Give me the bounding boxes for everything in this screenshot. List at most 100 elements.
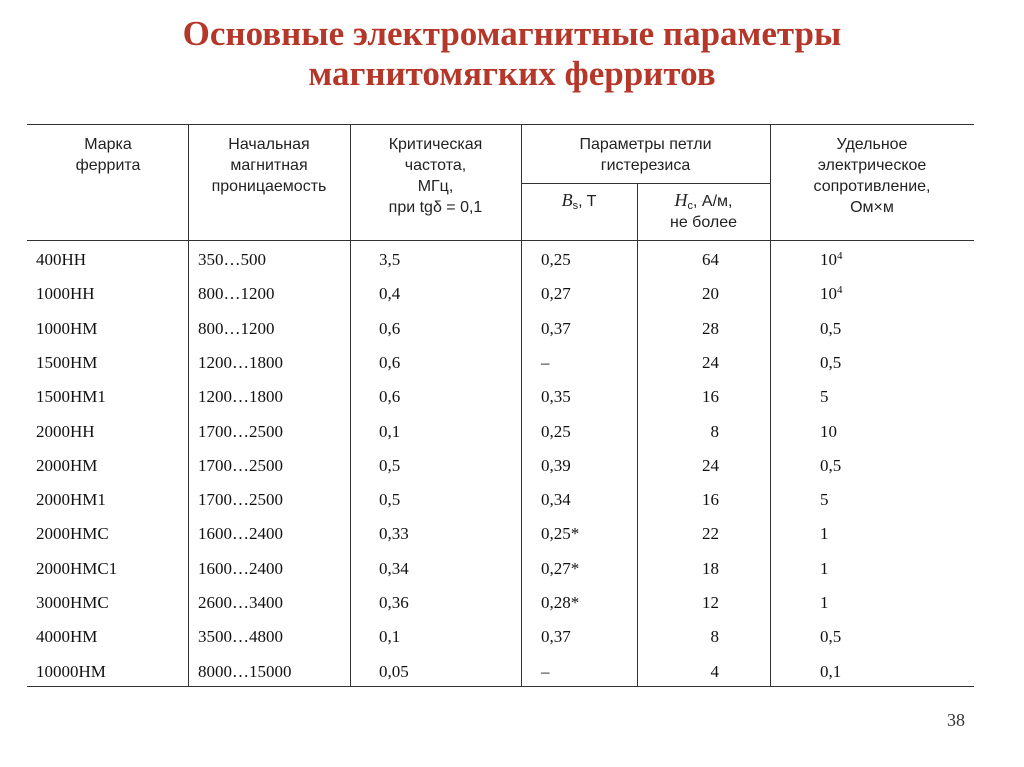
cell-freq: 0,6 xyxy=(379,352,401,372)
cell-grade: 3000НМС xyxy=(36,593,109,612)
cell-resistivity: 0,5 xyxy=(820,346,940,380)
cell-resistivity: 104 xyxy=(820,277,940,311)
header-hysteresis-line: гистерезиса xyxy=(600,157,691,174)
cell-freq: 0,36 xyxy=(379,593,409,612)
bs-symbol: B xyxy=(561,190,573,210)
cell-mu: 1700…2500 xyxy=(198,490,283,510)
table-top-border xyxy=(27,124,974,125)
resistivity-base: 10 xyxy=(820,284,837,304)
header-frequency-line: МГц, xyxy=(417,178,454,195)
cell-grade: 1000НН xyxy=(36,284,95,304)
cell-resistivity: 5 xyxy=(820,483,940,517)
hysteresis-subheader-line xyxy=(521,183,770,184)
header-hc: Hc, А/м, не более xyxy=(639,190,768,233)
cell-mu: 3500…4800 xyxy=(198,627,283,647)
cell-grade: 2000НМ xyxy=(36,455,98,475)
header-resistivity-line: Удельное xyxy=(836,136,908,153)
column-divider-2 xyxy=(350,124,351,686)
cell-resistivity: 5 xyxy=(820,380,940,414)
cell-hc: 18 xyxy=(702,558,719,578)
header-resistivity: Удельное электрическое сопротивление, Ом… xyxy=(772,134,972,218)
resistivity-base: 1 xyxy=(820,558,829,578)
cell-grade: 10000НМ xyxy=(36,661,106,681)
cell-hc: 24 xyxy=(702,352,719,372)
cell-bs: 0,35 xyxy=(541,387,571,407)
cell-mu: 1200…1800 xyxy=(198,387,283,407)
cell-grade: 2000НМС xyxy=(36,524,109,544)
cell-grade: 400НН xyxy=(36,250,87,269)
page-number: 38 xyxy=(947,710,965,730)
cell-mu: 800…1200 xyxy=(198,318,275,338)
cell-resistivity: 1 xyxy=(820,586,940,620)
cell-mu: 1600…2400 xyxy=(198,524,283,544)
cell-resistivity: 0,5 xyxy=(820,449,940,483)
cell-hc: 22 xyxy=(702,524,719,544)
column-divider-3 xyxy=(521,124,522,686)
header-bottom-border xyxy=(27,240,974,241)
cell-bs: 0,37 xyxy=(541,318,571,338)
cell-hc: 28 xyxy=(702,318,719,338)
cell-bs: 0,25* xyxy=(541,524,580,544)
cell-hc: 64 xyxy=(702,250,719,269)
resistivity-base: 0,5 xyxy=(820,318,842,338)
cell-resistivity: 1 xyxy=(820,552,940,586)
cell-bs: 0,27* xyxy=(541,558,580,578)
hc-symbol: H xyxy=(674,190,688,210)
cell-hc: 12 xyxy=(702,593,719,612)
cell-bs: 0,39 xyxy=(541,455,571,475)
header-grade-line: Марка xyxy=(84,136,132,153)
cell-freq: 0,1 xyxy=(379,627,401,647)
resistivity-base: 1 xyxy=(820,524,829,544)
cell-mu: 800…1200 xyxy=(198,284,275,304)
cell-bs: 0,25 xyxy=(541,421,571,441)
cell-resistivity: 10 xyxy=(820,415,940,449)
cell-freq: 0,4 xyxy=(379,284,401,304)
header-resistivity-line: электрическое xyxy=(817,157,927,174)
cell-freq: 0,5 xyxy=(379,490,401,510)
cell-freq: 0,1 xyxy=(379,421,401,441)
cell-bs: – xyxy=(541,352,550,372)
header-resistivity-line: Ом×м xyxy=(850,199,894,216)
cell-freq: 3,5 xyxy=(379,250,401,269)
header-permeability-line: Начальная xyxy=(228,136,310,153)
cell-freq: 0,05 xyxy=(379,661,409,681)
hc-subscript: c xyxy=(687,200,694,212)
cell-freq: 0,34 xyxy=(379,558,409,578)
hc-unit: , А/м, xyxy=(693,193,733,210)
cell-mu: 1600…2400 xyxy=(198,558,283,578)
cell-bs: 0,27 xyxy=(541,284,571,304)
resistivity-base: 5 xyxy=(820,490,829,510)
cell-bs: 0,34 xyxy=(541,490,571,510)
resistivity-base: 5 xyxy=(820,387,829,407)
cell-resistivity: 0,5 xyxy=(820,312,940,346)
cell-freq: 0,33 xyxy=(379,524,409,544)
cell-grade: 1000НМ xyxy=(36,318,98,338)
cell-bs: 0,28* xyxy=(541,593,580,612)
cell-hc: 24 xyxy=(702,455,719,475)
cell-grade: 4000НМ xyxy=(36,627,98,647)
column-divider-4 xyxy=(637,183,638,686)
resistivity-base: 10 xyxy=(820,250,837,269)
bs-subscript: s xyxy=(572,200,579,212)
cell-hc: 8 xyxy=(710,421,720,441)
header-resistivity-line: сопротивление, xyxy=(813,178,931,195)
cell-bs: 0,25 xyxy=(541,250,571,269)
header-grade-line: феррита xyxy=(75,157,141,174)
cell-grade: 2000НМС1 xyxy=(36,558,118,578)
header-frequency-line: Критическая xyxy=(388,136,483,153)
cell-mu: 8000…15000 xyxy=(198,661,292,681)
cell-resistivity: 0,1 xyxy=(820,655,940,689)
resistivity-base: 0,5 xyxy=(820,352,842,372)
cell-hc: 4 xyxy=(710,661,720,681)
cell-mu: 1700…2500 xyxy=(198,455,283,475)
header-hysteresis-line: Параметры петли xyxy=(579,136,712,153)
cell-mu: 350…500 xyxy=(198,250,266,269)
header-frequency-line: частота, xyxy=(404,157,467,174)
resistivity-base: 0,1 xyxy=(820,661,842,681)
resistivity-exponent: 4 xyxy=(837,284,843,297)
header-frequency-line: при tgδ = 0,1 xyxy=(388,199,483,216)
table-bottom-border xyxy=(27,686,974,687)
header-hysteresis-loop: Параметры петли гистерезиса xyxy=(523,134,768,176)
header-permeability: Начальная магнитная проницаемость xyxy=(190,134,348,197)
cell-mu: 1700…2500 xyxy=(198,421,283,441)
